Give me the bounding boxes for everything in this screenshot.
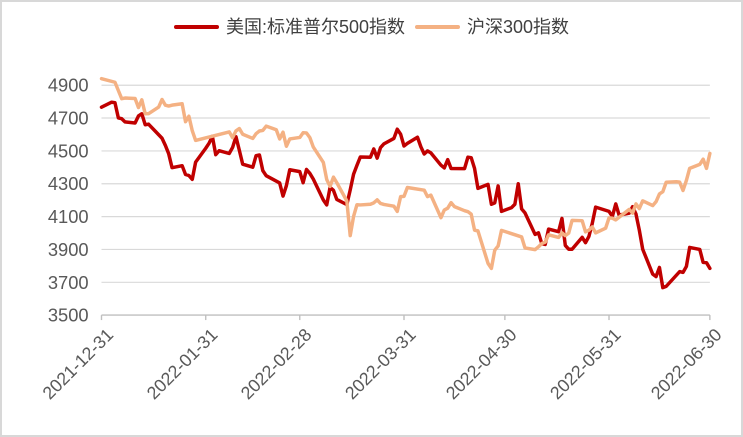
- legend-line-swatch-sp500: [173, 24, 219, 30]
- y-tick-label: 3700: [48, 272, 89, 293]
- x-tick-label: 2022-01-31: [143, 325, 222, 404]
- legend-item-csi300: 沪深300指数: [415, 18, 569, 36]
- legend-label-csi300: 沪深300指数: [467, 17, 570, 37]
- y-tick-label: 4100: [48, 206, 89, 227]
- x-tick-label: 2022-03-31: [341, 325, 420, 404]
- y-tick-label: 4300: [48, 173, 89, 194]
- x-tick-label: 2022-04-30: [442, 325, 521, 404]
- y-tick-label: 3900: [48, 239, 89, 260]
- chart-legend: 美国:标准普尔500指数 沪深300指数: [2, 18, 741, 36]
- legend-item-sp500: 美国:标准普尔500指数: [173, 17, 405, 37]
- series-line-0: [99, 100, 712, 290]
- legend-line-swatch-csi300: [415, 24, 460, 30]
- legend-label-sp500: 美国:标准普尔500指数: [225, 17, 405, 37]
- x-tick-label: 2022-05-31: [546, 325, 625, 404]
- x-tick-label: 2021-12-31: [39, 325, 118, 404]
- y-tick-label: 4900: [48, 75, 89, 96]
- series-line-1: [99, 76, 712, 271]
- y-tick-label: 3500: [48, 305, 89, 326]
- y-tick-label: 4700: [48, 107, 89, 128]
- x-tick-label: 2022-02-28: [237, 325, 316, 404]
- y-tick-label: 4500: [48, 140, 89, 161]
- x-tick-label: 2022-06-30: [647, 325, 726, 404]
